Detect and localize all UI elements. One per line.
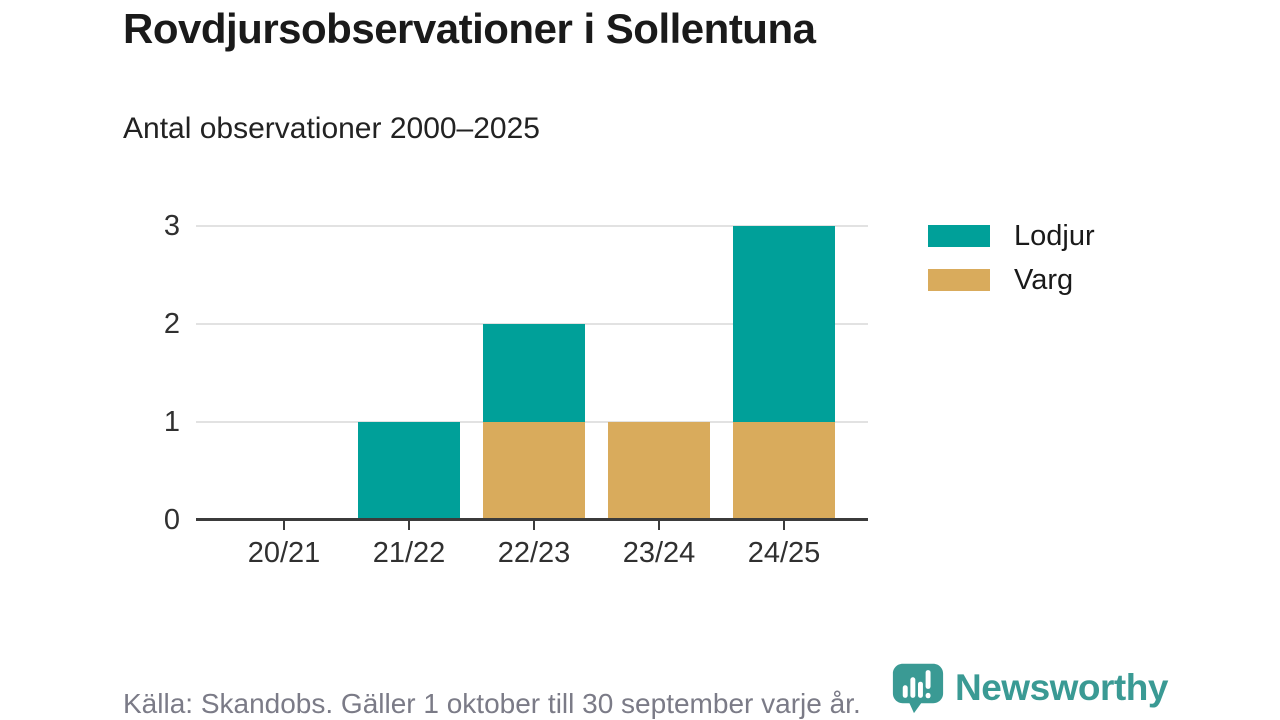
x-axis-tick <box>658 521 660 530</box>
x-axis-tick-label: 21/22 <box>372 537 446 569</box>
bar-segment-varg-23-24 <box>608 422 710 520</box>
bar-segment-varg-24-25 <box>733 422 835 520</box>
y-axis-tick-label: 3 <box>163 210 180 242</box>
x-axis-tick-label: 20/21 <box>247 537 321 569</box>
legend-item-lodjur: Lodjur <box>928 214 1095 258</box>
legend-swatch-varg <box>928 269 990 291</box>
x-axis-tick <box>283 521 285 530</box>
x-axis-tick <box>783 521 785 530</box>
bar-segment-lodjur-21-22 <box>358 422 460 520</box>
y-axis-tick-label: 0 <box>163 504 180 536</box>
source-note: Källa: Skandobs. Gäller 1 oktober till 3… <box>123 688 861 719</box>
newsworthy-logo-text: Newsworthy <box>955 667 1168 708</box>
y-axis-tick-label: 2 <box>163 308 180 340</box>
x-axis-tick <box>533 521 535 530</box>
x-axis-tick-label: 22/23 <box>497 537 571 569</box>
bar-segment-lodjur-24-25 <box>733 226 835 422</box>
newsworthy-logo-icon <box>892 663 944 714</box>
legend-label-lodjur: Lodjur <box>1014 219 1095 252</box>
legend: Lodjur Varg <box>928 214 1095 302</box>
x-axis-line <box>196 518 868 521</box>
plot-area: 0 1 2 3 20/21 21/22 22/23 23/24 24/25 <box>164 210 868 569</box>
gridline-y3 <box>196 225 868 227</box>
y-axis-tick-label: 1 <box>163 406 180 438</box>
bar-segment-lodjur-22-23 <box>483 324 585 422</box>
legend-item-varg: Varg <box>928 258 1095 302</box>
newsworthy-logo: Newsworthy <box>891 661 1168 715</box>
chart-title: Rovdjursobservationer i Sollentuna <box>123 5 816 52</box>
x-axis-tick-label: 24/25 <box>747 537 821 569</box>
x-axis-tick <box>408 521 410 530</box>
chart-subtitle: Antal observationer 2000–2025 <box>123 112 540 145</box>
bar-segment-varg-22-23 <box>483 422 585 520</box>
x-axis-tick-label: 23/24 <box>622 537 696 569</box>
legend-swatch-lodjur <box>928 225 990 247</box>
legend-label-varg: Varg <box>1014 263 1074 296</box>
